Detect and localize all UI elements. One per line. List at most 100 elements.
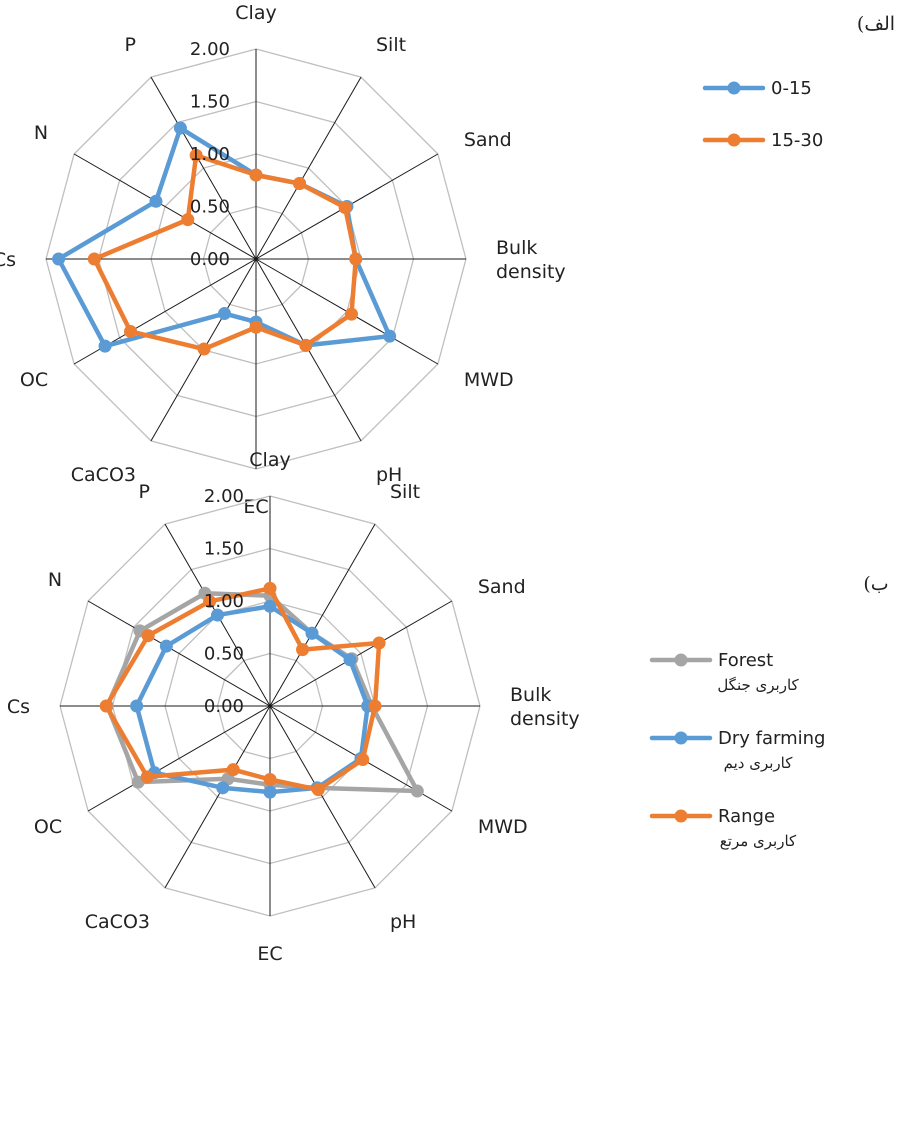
tick-label-0-00: 0.00 xyxy=(204,696,244,717)
spoke-silt xyxy=(255,76,362,260)
spoke-ph xyxy=(269,705,376,889)
axis-label-line: Sand xyxy=(464,129,512,151)
axis-label-line: Bulk xyxy=(510,684,551,706)
data-point-0-15-cs xyxy=(52,252,66,266)
data-point-range-clay xyxy=(263,581,277,595)
axis-label-p: P xyxy=(139,481,150,503)
axis-label-line: Cs xyxy=(0,249,16,271)
data-point-range-ph xyxy=(311,783,325,797)
axis-label-bulk-density: Bulk density xyxy=(510,684,580,730)
axis-label-line: OC xyxy=(34,816,62,838)
legend-label: Range xyxy=(718,806,775,827)
axis-label-line: N xyxy=(34,122,48,144)
axis-label-mwd: MWD xyxy=(478,816,528,838)
data-point-dry-farming-caco3 xyxy=(216,781,230,795)
legend: Forest کاربری جنگل Dry farming کاربری دیم Ra… xyxy=(649,650,825,850)
spoke-silt xyxy=(269,523,376,707)
legend-sublabel: کاربری جنگل xyxy=(717,676,799,694)
data-point-dry-farming-clay xyxy=(263,599,277,613)
data-point-15-30-mwd xyxy=(344,307,358,321)
axis-label-caco3: CaCO3 xyxy=(71,464,136,486)
data-point-15-30-sand xyxy=(338,201,352,215)
legend-sublabel: کاربری مرتع xyxy=(720,832,797,850)
data-point-range-cs xyxy=(99,699,113,713)
panel-label: ب) xyxy=(863,573,888,595)
data-point-dry-farming-silt xyxy=(305,626,319,640)
legend-swatch-marker xyxy=(727,133,741,147)
legend-item-0-15: 0-15 xyxy=(702,78,812,99)
axis-label-cs: Cs xyxy=(7,696,30,718)
axis-labels: ClaySiltSandBulkdensityMWDpHECCaCO3OCCsN… xyxy=(0,2,566,518)
legend-label: 0-15 xyxy=(771,78,812,99)
series-line-dry-farming xyxy=(134,604,370,795)
axis-label-line: N xyxy=(48,569,62,591)
data-point-forest-mwd xyxy=(410,784,424,798)
data-point-dry-farming-sand xyxy=(343,653,357,667)
data-point-dry-farming-ec xyxy=(263,785,277,799)
axis-label-line: CaCO3 xyxy=(85,911,150,933)
data-point-15-30-caco3 xyxy=(197,342,211,356)
axis-label-sand: Sand xyxy=(464,129,512,151)
axis-label-line: P xyxy=(139,481,150,503)
axis-label-clay: Clay xyxy=(235,2,276,24)
panel-label: الف) xyxy=(857,13,895,35)
axis-label-line: Silt xyxy=(376,34,406,56)
axis-label-silt: Silt xyxy=(390,481,420,503)
legend-label: 15-30 xyxy=(771,130,823,151)
series-range xyxy=(99,581,386,797)
tick-labels: 0.00 0.50 1.00 1.50 2.00 xyxy=(190,39,230,270)
data-point-15-30-bulk-density xyxy=(349,252,363,266)
axis-label-line: density xyxy=(496,261,566,283)
radar-spokes xyxy=(60,496,480,916)
axis-label-line: Silt xyxy=(390,481,420,503)
axis-label-line: EC xyxy=(257,943,282,965)
series-15-30 xyxy=(87,148,363,356)
axis-label-line: MWD xyxy=(478,816,528,838)
legend-item-15-30: 15-30 xyxy=(702,130,823,151)
data-point-range-bulk-density xyxy=(368,699,382,713)
data-point-range-ec xyxy=(263,773,277,786)
tick-label-2-00: 2.00 xyxy=(190,39,230,60)
legend-label: Dry farming xyxy=(718,728,825,749)
data-point-range-silt xyxy=(296,643,310,657)
axis-label-cs: Cs xyxy=(0,249,16,271)
data-point-dry-farming-n xyxy=(159,639,173,653)
axis-label-caco3: CaCO3 xyxy=(85,911,150,933)
spoke-caco3 xyxy=(164,705,271,889)
legend-item-forest: Forest کاربری جنگل xyxy=(649,650,800,694)
data-point-0-15-oc xyxy=(98,339,112,353)
axis-label-n: N xyxy=(48,569,62,591)
tick-label-1-00: 1.00 xyxy=(204,591,244,612)
legend-swatch-marker xyxy=(727,81,741,95)
spoke-sand xyxy=(269,600,453,707)
axis-label-oc: OC xyxy=(34,816,62,838)
legend-item-range: Range کاربری مرتع xyxy=(649,806,797,850)
legend-swatch-marker xyxy=(674,809,688,823)
axis-label-p: P xyxy=(125,34,136,56)
axis-label-line: Clay xyxy=(249,449,290,471)
axis-label-ph: pH xyxy=(390,911,416,933)
legend-sublabel: کاربری دیم xyxy=(724,754,794,772)
spoke-oc xyxy=(87,705,271,812)
data-point-0-15-n xyxy=(149,194,163,208)
legend-swatch-marker xyxy=(674,653,688,667)
data-point-range-mwd xyxy=(356,753,370,767)
data-point-dry-farming-cs xyxy=(130,699,144,713)
data-point-15-30-oc xyxy=(124,324,138,338)
tick-label-1-50: 1.50 xyxy=(190,92,230,113)
axis-label-line: CaCO3 xyxy=(71,464,136,486)
axis-label-ec: EC xyxy=(257,943,282,965)
data-point-15-30-ec xyxy=(249,320,263,334)
data-point-0-15-caco3 xyxy=(218,307,231,321)
data-point-15-30-p xyxy=(189,148,203,162)
tick-label-0-50: 0.50 xyxy=(190,197,230,218)
legend: 0-15 15-30 xyxy=(702,78,823,151)
data-point-15-30-clay xyxy=(249,168,263,182)
axis-label-clay: Clay xyxy=(249,449,290,471)
axis-label-line: Clay xyxy=(235,2,276,24)
data-point-15-30-cs xyxy=(87,252,101,266)
